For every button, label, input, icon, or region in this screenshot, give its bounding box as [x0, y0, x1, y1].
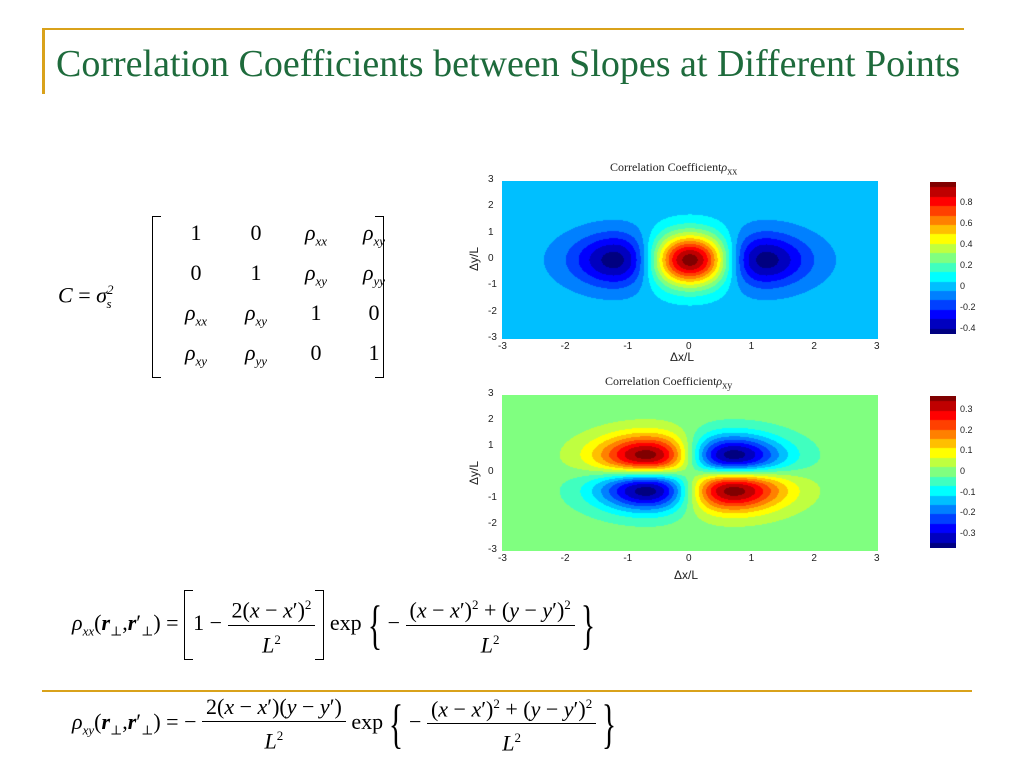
chart2-y-tick: 0 [488, 466, 494, 477]
chart2-y-tick: 1 [488, 440, 494, 451]
chart2-heatmap [502, 395, 878, 551]
chart1-y-tick: 2 [488, 200, 494, 212]
chart2-x-tick: -1 [623, 553, 633, 564]
chart1-x-tick: 2 [811, 341, 817, 352]
chart1-x-tick: -1 [623, 341, 633, 352]
chart1-x-tick: 1 [748, 341, 755, 352]
chart2-y-tick: 3 [488, 388, 494, 399]
chart1-y-tick: -1 [488, 279, 497, 291]
equation-rho-xx: ρxx(r⊥,r′⊥) = 1 − 2(x − x′)2 L2 exp{− (x … [72, 590, 601, 660]
matrix-sigma: σ [96, 282, 107, 308]
chart1-colorbar-tick: 0.2 [960, 259, 973, 270]
matrix-right-bracket [375, 216, 384, 378]
chart2-y-tick: -2 [488, 518, 497, 529]
chart1-y-tick: 3 [488, 174, 494, 185]
matrix-lhs-var: C [58, 282, 73, 308]
matrix-cell: 1 [250, 260, 262, 285]
chart2-y-tick: -1 [488, 492, 497, 503]
chart2-title-symbol: ρ [716, 374, 723, 388]
chart1-colorbar-tick: 0.4 [960, 238, 973, 249]
chart2-colorbar-tick: -0.2 [960, 507, 976, 518]
chart1-xlabel: Δx/L [670, 350, 695, 364]
matrix-cell: ρxx [304, 220, 328, 249]
matrix-cell: 1 [190, 220, 202, 245]
matrix-cell: 0 [190, 260, 202, 285]
chart2-x-tick: -3 [498, 553, 507, 564]
matrix-lhs: C = σ2s [58, 282, 114, 311]
chart1-y-tick: -2 [488, 305, 497, 317]
chart2-x-tick: 3 [874, 553, 880, 564]
chart1-title-symbol: ρ [721, 160, 728, 174]
matrix-cell: 0 [368, 300, 380, 325]
chart2-colorbar-tick: 0.2 [960, 424, 973, 435]
matrix-cell: ρxy [304, 260, 328, 289]
chart2-y-tick: -3 [488, 544, 497, 555]
chart2-title-sub: xy [722, 380, 733, 392]
chart2-ylabel: Δy/L [467, 460, 482, 486]
matrix-cell: 0 [310, 340, 322, 365]
chart2-colorbar-tick: -0.3 [960, 527, 976, 538]
matrix-cell: 1 [310, 300, 322, 325]
matrix-grid: 1 0 ρxx ρxy 0 1 ρxy ρyy ρxx ρxy 1 0 ρxy ρyy 0 1 [152, 216, 385, 378]
matrix-sigma-sub: s [106, 295, 112, 311]
chart1-title: Correlation Coefficientρxx [610, 160, 737, 177]
chart1-title-text: Correlation Coefficient [610, 160, 722, 174]
bottom-rule [42, 690, 972, 692]
chart2-colorbar-tick: 0 [960, 466, 966, 476]
chart1-title-sub: xx [727, 166, 738, 178]
matrix-cell: 0 [250, 220, 262, 245]
chart1-y-tick: 0 [488, 253, 494, 264]
chart1-heatmap [502, 181, 878, 339]
chart1-y-tick: -3 [488, 332, 497, 343]
chart1-colorbar-tick: 0 [960, 280, 966, 291]
matrix-cell: 1 [368, 340, 380, 365]
chart2-colorbar [930, 396, 956, 548]
chart1-colorbar-tick: 0.6 [960, 217, 973, 228]
chart2-colorbar-tick: -0.1 [960, 486, 976, 497]
matrix-sigma-sup: 2 [106, 282, 114, 297]
chart1-ylabel: Δy/L [467, 246, 482, 272]
matrix-cell: ρxy [184, 340, 208, 369]
chart1-colorbar-tick: -0.4 [960, 322, 976, 333]
chart2-y-tick: 2 [488, 414, 494, 425]
slide-title: Correlation Coefficients between Slopes … [56, 43, 961, 85]
equation-rho-xy: ρxy(r⊥,r′⊥) = − 2(x − x′)(y − y′) L2 exp{… [72, 690, 622, 758]
matrix-cell: ρyy [362, 260, 386, 289]
chart2-colorbar-tick: 0.1 [960, 445, 973, 456]
matrix-cell: ρxy [244, 300, 268, 329]
chart1-x-tick: -2 [560, 341, 570, 352]
chart2-colorbar-tick: 0.3 [960, 404, 973, 415]
chart1-x-tick: 0 [686, 341, 692, 352]
chart2-x-tick: 2 [811, 553, 817, 564]
chart1-colorbar-tick: -0.2 [960, 301, 976, 312]
chart1-y-tick: 1 [488, 226, 494, 238]
chart2-title: Correlation Coefficientρxy [605, 374, 732, 391]
matrix-cell: ρxy [362, 220, 386, 249]
matrix-left-bracket [152, 216, 161, 378]
chart1-x-tick: -3 [498, 341, 507, 352]
chart1-x-tick: 3 [874, 341, 880, 352]
chart2-x-tick: -2 [560, 553, 570, 564]
chart1-colorbar-tick: 0.8 [960, 196, 973, 207]
matrix-cell: ρyy [244, 340, 268, 369]
matrix-cell: ρxx [184, 300, 208, 329]
title-left-rule [42, 28, 45, 94]
chart2-x-tick: 0 [686, 553, 692, 564]
chart2-xlabel: Δx/L [674, 568, 699, 582]
chart1-colorbar [930, 182, 956, 334]
chart2-x-tick: 1 [748, 553, 755, 564]
title-top-rule [42, 28, 964, 30]
chart2-title-text: Correlation Coefficient [605, 374, 717, 388]
